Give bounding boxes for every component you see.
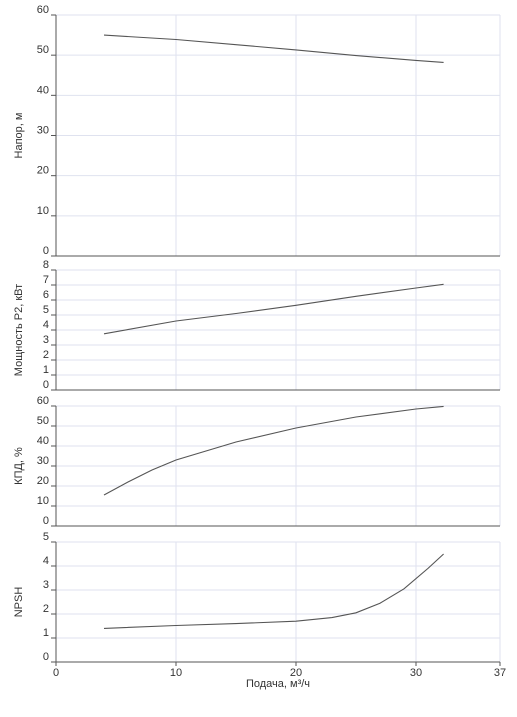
y-tick-label: 2 [43,349,49,361]
y-tick-label: 50 [37,415,49,427]
y-tick-label: 7 [43,274,49,286]
y-tick-label: 4 [43,319,49,331]
y-axis-label: Напор, м [13,113,25,159]
x-tick-label: 0 [53,667,59,679]
y-tick-label: 60 [37,395,49,407]
panel-1: 0 10 20 30 40 50 60 Напор, м [13,4,501,257]
y-tick-label: 10 [37,205,49,217]
y-tick-label: 6 [43,289,49,301]
panel-2: 0 1 2 3 4 5 6 7 8 Мощность Р2, кВт [13,259,501,391]
y-axis-label: Мощность Р2, кВт [13,284,25,376]
y-tick-label: 60 [37,4,49,16]
panel-4: 0 1 2 3 4 5 NPSH [13,531,501,663]
panel-3: 0 10 20 30 40 50 60 КПД, % [13,395,501,527]
y-tick-label: 10 [37,495,49,507]
y-axis-label: КПД, % [13,447,25,485]
y-tick-label: 2 [43,603,49,615]
x-tick-label: 30 [410,667,422,679]
y-tick-label: 0 [43,651,49,663]
y-tick-label: 3 [43,579,49,591]
y-tick-label: 50 [37,44,49,56]
y-tick-label: 0 [43,515,49,527]
y-tick-label: 1 [43,364,49,376]
series-line [103,283,444,335]
y-tick-label: 30 [37,455,49,467]
y-tick-label: 0 [43,245,49,257]
x-axis-label: Подача, м³/ч [246,678,310,690]
y-tick-label: 40 [37,435,49,447]
x-tick-label: 10 [170,667,182,679]
y-axis-label: NPSH [13,587,25,618]
y-tick-label: 0 [43,379,49,391]
series-line [103,405,444,496]
y-tick-label: 5 [43,304,49,316]
y-tick-label: 8 [43,259,49,271]
y-tick-label: 20 [37,165,49,177]
y-tick-label: 3 [43,334,49,346]
y-tick-label: 5 [43,531,49,543]
series-line [103,34,444,63]
x-tick-label: 20 [290,667,302,679]
y-tick-label: 4 [43,555,49,567]
y-tick-label: 20 [37,475,49,487]
x-tick-label: 37 [494,667,506,679]
y-tick-label: 1 [43,627,49,639]
y-tick-label: 30 [37,125,49,137]
series-line [103,553,444,629]
y-tick-label: 40 [37,84,49,96]
